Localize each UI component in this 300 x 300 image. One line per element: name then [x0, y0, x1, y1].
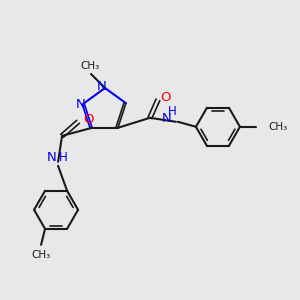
Text: CH₃: CH₃ [32, 250, 51, 260]
Text: O: O [83, 113, 93, 126]
Text: H: H [59, 151, 68, 164]
Text: H: H [168, 105, 176, 118]
Text: N: N [162, 112, 172, 125]
Text: N: N [76, 98, 86, 111]
Text: CH₃: CH₃ [268, 122, 287, 132]
Text: N: N [97, 80, 107, 94]
Text: CH₃: CH₃ [80, 61, 100, 71]
Text: N: N [47, 151, 57, 164]
Text: O: O [161, 91, 171, 104]
